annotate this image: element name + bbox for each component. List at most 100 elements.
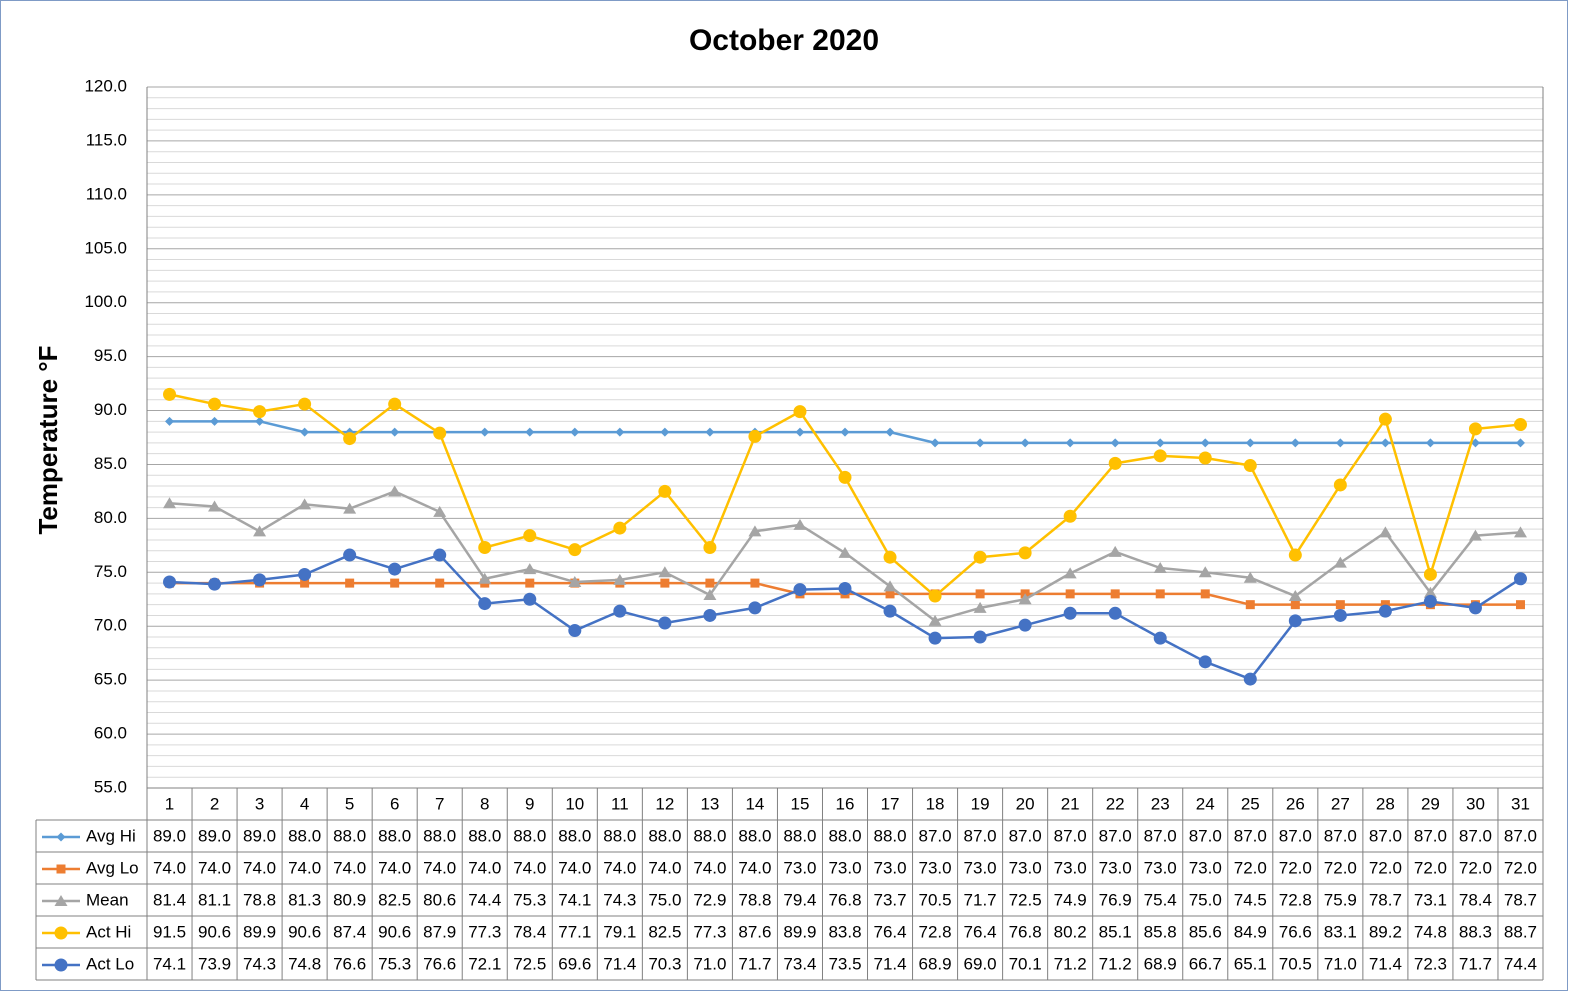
table-cell: 82.5	[648, 922, 681, 941]
data-point	[883, 604, 897, 618]
y-tick-label: 90.0	[94, 400, 127, 419]
data-point	[478, 597, 492, 611]
x-tick-label: 1	[165, 794, 174, 813]
data-point	[750, 578, 760, 588]
x-tick-label: 9	[525, 794, 534, 813]
table-cell: 74.0	[648, 858, 681, 877]
table-cell: 88.0	[783, 826, 816, 845]
table-cell: 70.5	[1279, 954, 1312, 973]
data-point	[1378, 412, 1392, 426]
data-point	[1200, 589, 1210, 599]
x-tick-label: 12	[655, 794, 674, 813]
table-cell: 75.3	[513, 890, 546, 909]
table-cell: 87.0	[1369, 826, 1402, 845]
data-point	[703, 608, 717, 622]
data-point	[840, 427, 850, 437]
x-tick-label: 6	[390, 794, 399, 813]
table-cell: 74.8	[288, 954, 321, 973]
table-cell: 71.0	[693, 954, 726, 973]
x-tick-label: 23	[1151, 794, 1170, 813]
table-cell: 88.0	[288, 826, 321, 845]
data-point	[1378, 526, 1392, 538]
legend-marker	[56, 864, 66, 874]
x-tick-label: 18	[926, 794, 945, 813]
table-cell: 73.7	[873, 890, 906, 909]
x-tick-label: 13	[700, 794, 719, 813]
data-point	[1378, 604, 1392, 618]
table-cell: 76.4	[873, 922, 906, 941]
legend-marker	[56, 832, 66, 842]
table-cell: 78.8	[738, 890, 771, 909]
table-cell: 87.0	[1189, 826, 1222, 845]
table-cell: 80.6	[423, 890, 456, 909]
data-point	[298, 498, 312, 510]
data-point	[300, 578, 310, 588]
data-point	[1423, 567, 1437, 581]
data-point	[885, 427, 895, 437]
data-point	[1153, 631, 1167, 645]
data-point	[523, 592, 537, 606]
chart-title: October 2020	[689, 24, 879, 57]
data-point	[660, 427, 670, 437]
data-point	[300, 427, 310, 437]
table-cell: 88.0	[873, 826, 906, 845]
table-cell: 88.7	[1504, 922, 1537, 941]
data-point	[210, 416, 220, 426]
table-cell: 88.0	[378, 826, 411, 845]
table-cell: 73.0	[828, 858, 861, 877]
data-point	[208, 397, 222, 411]
x-tick-label: 16	[836, 794, 855, 813]
y-tick-label: 110.0	[86, 184, 127, 203]
table-cell: 80.9	[333, 890, 366, 909]
x-tick-label: 17	[881, 794, 900, 813]
y-tick-label: 100.0	[84, 292, 127, 311]
table-cell: 72.0	[1369, 858, 1402, 877]
data-point	[570, 427, 580, 437]
data-point	[253, 573, 267, 587]
data-point	[478, 572, 492, 584]
x-tick-label: 29	[1421, 794, 1440, 813]
table-cell: 87.9	[423, 922, 456, 941]
table-cell: 75.0	[648, 890, 681, 909]
table-cell: 71.7	[1459, 954, 1492, 973]
table-cell: 74.0	[468, 858, 501, 877]
data-point	[298, 397, 312, 411]
data-point	[973, 550, 987, 564]
data-point	[523, 529, 537, 543]
table-cell: 81.3	[288, 890, 321, 909]
table-cell: 74.0	[603, 858, 636, 877]
y-tick-label: 75.0	[94, 562, 127, 581]
table-cell: 73.5	[828, 954, 861, 973]
data-point	[253, 525, 267, 537]
table-cell: 73.0	[919, 858, 952, 877]
table-cell: 91.5	[153, 922, 186, 941]
x-tick-label: 21	[1061, 794, 1080, 813]
data-point	[390, 578, 400, 588]
data-point	[1108, 456, 1122, 470]
table-cell: 72.3	[1414, 954, 1447, 973]
table-cell: 77.3	[693, 922, 726, 941]
table-cell: 70.3	[648, 954, 681, 973]
table-cell: 74.0	[378, 858, 411, 877]
table-cell: 73.0	[1144, 858, 1177, 877]
table-cell: 74.8	[1414, 922, 1447, 941]
data-point	[433, 548, 447, 562]
table-cell: 87.6	[738, 922, 771, 941]
x-tick-label: 30	[1466, 794, 1485, 813]
table-cell: 71.0	[1324, 954, 1357, 973]
data-point	[1333, 478, 1347, 492]
table-cell: 71.7	[964, 890, 997, 909]
table-cell: 73.0	[1099, 858, 1132, 877]
data-point	[703, 588, 717, 600]
table-cell: 75.9	[1324, 890, 1357, 909]
legend-label: Mean	[86, 890, 129, 909]
data-point	[928, 631, 942, 645]
data-point	[705, 578, 715, 588]
table-cell: 74.0	[513, 858, 546, 877]
data-point	[973, 630, 987, 644]
x-tick-label: 5	[345, 794, 354, 813]
data-point	[388, 562, 402, 576]
table-cell: 74.9	[1054, 890, 1087, 909]
x-tick-label: 4	[300, 794, 309, 813]
